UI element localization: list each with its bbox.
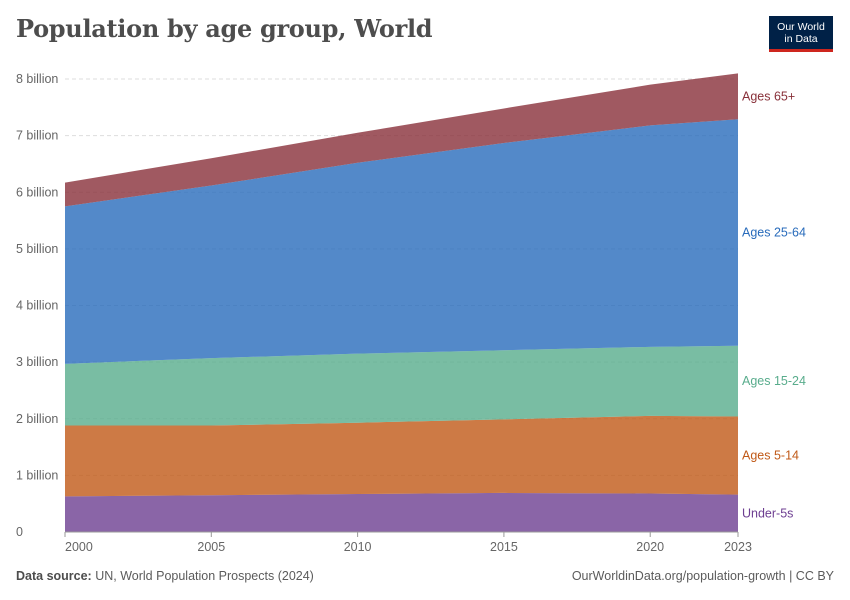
area-under-5s	[65, 492, 738, 532]
x-tick-label: 2023	[724, 540, 752, 554]
source-url-link[interactable]: OurWorldinData.org/population-growth | C…	[571, 569, 834, 583]
logo-line-1: Our World	[777, 21, 825, 33]
x-tick-label: 2010	[344, 540, 372, 554]
data-source-text: UN, World Population Prospects (2024)	[95, 569, 314, 583]
logo-line-2: in Data	[784, 33, 818, 45]
chart-title: Population by age group, World	[16, 14, 433, 43]
area-ages-15-24	[65, 345, 738, 426]
y-tick-label: 4 billion	[16, 299, 58, 313]
x-tick-label: 2020	[636, 540, 664, 554]
owid-logo[interactable]: Our World in Data	[769, 16, 833, 52]
data-source: Data source: UN, World Population Prospe…	[16, 569, 314, 583]
y-tick-label: 0	[16, 525, 23, 539]
y-tick-label: 2 billion	[16, 412, 58, 426]
data-source-label: Data source:	[16, 569, 92, 583]
area-ages-65-	[65, 73, 738, 207]
area-ages-25-64	[65, 119, 738, 364]
y-tick-label: 8 billion	[16, 72, 58, 86]
x-tick-label: 2005	[197, 540, 225, 554]
y-tick-label: 6 billion	[16, 185, 58, 199]
y-tick-label: 3 billion	[16, 355, 58, 369]
area-ages-5-14	[65, 415, 738, 497]
stacked-area-chart: 0 1 billion 2 billion 3 billion 4 billion 5 b…	[16, 72, 806, 554]
y-tick-label: 1 billion	[16, 468, 58, 482]
series-label: Ages 25-64	[742, 225, 806, 239]
series-label: Ages 15-24	[742, 374, 806, 388]
series-label: Under-5s	[742, 506, 793, 520]
y-tick-label: 7 billion	[16, 129, 58, 143]
series-label: Ages 5-14	[742, 449, 799, 463]
series-label: Ages 65+	[742, 89, 795, 103]
y-tick-label: 5 billion	[16, 242, 58, 256]
x-tick-label: 2000	[65, 540, 93, 554]
x-tick-label: 2015	[490, 540, 518, 554]
